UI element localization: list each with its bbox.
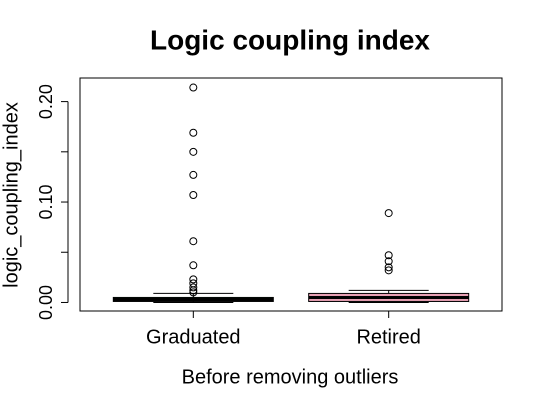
outlier <box>189 283 198 292</box>
outlier <box>189 191 198 200</box>
outlier <box>189 83 198 92</box>
outlier <box>384 263 393 272</box>
outlier <box>189 279 198 288</box>
chart-title: Logic coupling index <box>150 24 430 55</box>
outlier <box>189 275 198 284</box>
x-axis-label: Before removing outliers <box>182 366 399 388</box>
outlier <box>189 288 198 297</box>
outlier <box>384 251 393 260</box>
x-tick-label: Graduated <box>146 326 241 348</box>
x-tick-label: Retired <box>356 326 420 348</box>
outlier <box>189 261 198 270</box>
outlier <box>189 128 198 137</box>
plot-frame <box>79 77 503 312</box>
outlier <box>189 147 198 156</box>
outlier <box>384 209 393 218</box>
y-tick-label: 0.20 <box>36 84 56 119</box>
outlier <box>189 237 198 246</box>
y-tick-label: 0.00 <box>36 285 56 320</box>
outlier <box>384 266 393 275</box>
outlier <box>384 257 393 266</box>
outlier <box>189 170 198 179</box>
y-axis-label: logic_coupling_index <box>0 102 22 288</box>
outlier <box>189 286 198 295</box>
y-tick-label: 0.10 <box>36 185 56 220</box>
